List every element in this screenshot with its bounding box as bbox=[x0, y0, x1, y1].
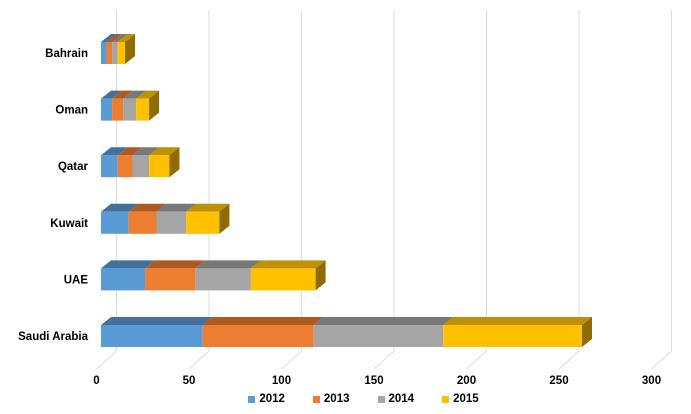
bar-top-oman-2015 bbox=[136, 90, 160, 99]
legend-item-2014: 2014 bbox=[377, 393, 415, 405]
bar-segment-bahrain-2015 bbox=[117, 42, 126, 64]
category-label-oman: Oman bbox=[55, 105, 88, 117]
bar-segment-bahrain-2013 bbox=[106, 42, 113, 64]
category-label-saudi-arabia: Saudi Arabia bbox=[18, 331, 88, 343]
bar-segment-qatar-2012 bbox=[101, 155, 118, 178]
legend-swatch-2015 bbox=[442, 396, 450, 403]
x-tick-label: 0 bbox=[93, 375, 99, 387]
x-tick-label: 150 bbox=[364, 375, 383, 387]
legend-item-2013: 2013 bbox=[312, 393, 350, 405]
legend-label: 2014 bbox=[388, 393, 415, 405]
bar-top-kuwait-2012 bbox=[101, 203, 139, 212]
bar-top-saudi-arabia-2013 bbox=[202, 317, 324, 325]
bar-end-cap-qatar bbox=[169, 147, 180, 178]
bar-top-oman-2012 bbox=[101, 90, 123, 99]
gridline-foot bbox=[558, 350, 580, 370]
category-label-uae: UAE bbox=[64, 274, 89, 286]
bar-segment-kuwait-2013 bbox=[128, 211, 157, 234]
legend-swatch-2012 bbox=[248, 396, 256, 403]
gridline-foot bbox=[373, 350, 395, 370]
bar-top-kuwait-2013 bbox=[128, 203, 167, 212]
bar-segment-uae-2013 bbox=[145, 268, 196, 291]
bar-top-kuwait-2015 bbox=[186, 203, 230, 212]
gridline-foot bbox=[281, 350, 302, 370]
bar-end-cap-bahrain bbox=[125, 34, 136, 64]
bar-top-oman-2014 bbox=[123, 90, 147, 99]
bar-segment-oman-2015 bbox=[136, 98, 150, 121]
bar-end-cap-oman bbox=[149, 90, 160, 121]
bar-segment-oman-2012 bbox=[101, 98, 113, 121]
x-tick-label: 200 bbox=[457, 375, 476, 387]
legend-label: 2015 bbox=[453, 393, 479, 405]
bar-segment-qatar-2013 bbox=[117, 155, 133, 178]
x-tick-label: 100 bbox=[272, 375, 291, 387]
category-label-qatar: Qatar bbox=[58, 161, 89, 173]
bar-top-qatar-2013 bbox=[117, 147, 143, 156]
bar-end-cap-kuwait bbox=[219, 203, 230, 234]
category-label-kuwait: Kuwait bbox=[50, 218, 88, 230]
bar-top-bahrain-2012 bbox=[101, 34, 117, 42]
legend-item-2012: 2012 bbox=[248, 393, 285, 405]
bar-segment-saudi-arabia-2014 bbox=[313, 325, 444, 347]
bar-top-uae-2015 bbox=[250, 260, 326, 269]
legend-swatch-2014 bbox=[377, 396, 385, 403]
bar-top-bahrain-2014 bbox=[112, 34, 128, 42]
bar-end-cap-saudi-arabia bbox=[582, 317, 592, 347]
bar-segment-kuwait-2012 bbox=[101, 211, 129, 234]
bar-top-saudi-arabia-2012 bbox=[101, 317, 213, 325]
bar-segment-kuwait-2015 bbox=[186, 211, 220, 234]
gridline-foot bbox=[466, 350, 487, 370]
x-tick-label: 50 bbox=[183, 375, 196, 387]
bar-top-saudi-arabia-2014 bbox=[313, 317, 454, 325]
bar-segment-saudi-arabia-2012 bbox=[101, 325, 203, 347]
bar-top-uae-2014 bbox=[195, 260, 261, 269]
legend-swatch-2013 bbox=[312, 396, 320, 403]
bar-segment-oman-2013 bbox=[112, 98, 124, 121]
category-label-bahrain: Bahrain bbox=[45, 48, 88, 60]
bar-segment-qatar-2014 bbox=[132, 155, 150, 178]
bar-segment-uae-2014 bbox=[195, 268, 251, 291]
bar-top-uae-2013 bbox=[145, 260, 206, 269]
bar-segment-saudi-arabia-2013 bbox=[202, 325, 314, 347]
x-tick-label: 300 bbox=[642, 375, 661, 387]
bar-segment-oman-2014 bbox=[123, 98, 137, 121]
gridline-foot bbox=[96, 350, 117, 370]
gridline-foot bbox=[188, 350, 210, 370]
legend-item-2015: 2015 bbox=[442, 393, 479, 405]
bar-top-uae-2012 bbox=[101, 260, 156, 269]
bar-top-bahrain-2013 bbox=[106, 34, 123, 42]
bar-top-saudi-arabia-2015 bbox=[443, 317, 592, 325]
gridline-foot bbox=[651, 350, 672, 370]
x-tick-label: 250 bbox=[549, 375, 568, 387]
bar-top-kuwait-2014 bbox=[156, 203, 197, 212]
bar-segment-saudi-arabia-2015 bbox=[443, 325, 582, 347]
bar-top-qatar-2015 bbox=[149, 147, 180, 156]
bar-end-cap-uae bbox=[315, 260, 326, 291]
legend-label: 2013 bbox=[323, 393, 350, 405]
bar-segment-bahrain-2012 bbox=[101, 42, 107, 64]
bar-segment-bahrain-2014 bbox=[112, 42, 118, 64]
bar-segment-kuwait-2014 bbox=[156, 211, 187, 234]
legend: 2012 2013 2014 2015 bbox=[18, 393, 691, 405]
bar-top-qatar-2014 bbox=[132, 147, 160, 156]
bar-top-qatar-2012 bbox=[101, 147, 128, 156]
bar-top-oman-2013 bbox=[112, 90, 134, 99]
bar-top-bahrain-2015 bbox=[117, 34, 136, 42]
bar-segment-qatar-2015 bbox=[149, 155, 170, 178]
bar-segment-uae-2015 bbox=[250, 268, 316, 291]
bar-segment-uae-2012 bbox=[101, 268, 146, 291]
legend-label: 2012 bbox=[259, 393, 285, 405]
